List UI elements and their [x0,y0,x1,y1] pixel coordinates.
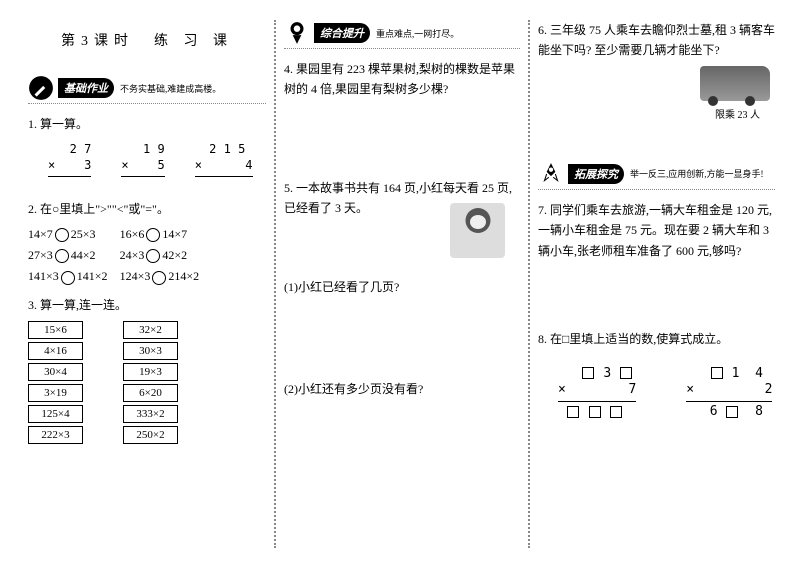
match-box: 333×2 [123,405,178,423]
match-box: 222×3 [28,426,83,444]
lesson-title: 第3课时 练 习 课 [28,30,266,50]
bus-caption: 限乘 23 人 [538,106,760,121]
section-badge: 基础作业 [58,78,114,98]
section-badge: 拓展探究 [568,164,624,184]
rocket-icon [538,161,564,187]
q1-label: 1. 算一算。 [28,114,266,136]
star-icon [284,20,310,46]
mult-item: 2 7 × 3 [48,141,91,185]
q8-label: 8. 在□里填上适当的数,使算式成立。 [538,329,775,351]
bus-icon [700,66,770,101]
q6-text: 6. 三年级 75 人乘车去瞻仰烈士墓,租 3 辆客车能坐下吗? 至少需要几辆才… [538,20,775,61]
vert-mult-2: 1 4 × 2 6 8 [686,366,772,422]
section-basic: 基础作业 不务实基础,难建成高楼。 [28,75,266,104]
section-badge: 综合提升 [314,23,370,43]
q2-rows: 14×725×3 16×614×7 27×344×2 24×342×2 141×… [28,225,266,285]
pencil-icon [28,75,54,101]
q4-text: 4. 果园里有 223 棵苹果树,梨树的棵数是苹果树的 4 倍,果园里有梨树多少… [284,59,520,100]
vert-mult-1: 3 × 7 [558,366,636,422]
q5-text: 5. 一本故事书共有 164 页,小红每天看 25 页,已经看了 3 天。 [284,178,520,219]
q1-problems: 2 7 × 3 1 9 × 5 2 1 5 × 4 [48,141,266,185]
match-box: 4×16 [28,342,83,360]
section-sub: 不务实基础,难建成高楼。 [120,82,221,95]
q3-match: 15×6 4×16 30×4 3×19 125×4 222×3 32×2 30×… [28,321,266,444]
girl-reading-icon [450,203,505,258]
match-box: 6×20 [123,384,178,402]
section-sub: 举一反三,应用创新,方能一显身手! [630,167,764,180]
mult-item: 1 9 × 5 [121,141,164,185]
match-box: 15×6 [28,321,83,339]
section-ext: 拓展探究 举一反三,应用创新,方能一显身手! [538,161,775,190]
match-box: 250×2 [123,426,178,444]
match-box: 30×3 [123,342,178,360]
match-box: 125×4 [28,405,83,423]
q5-sub2: (2)小红还有多少页没有看? [284,380,520,397]
match-box: 3×19 [28,384,83,402]
match-box: 19×3 [123,363,178,381]
match-box: 32×2 [123,321,178,339]
section-comp: 综合提升 重点难点,一网打尽。 [284,20,520,49]
q8-problems: 3 × 7 1 4 × 2 6 8 [538,361,775,427]
q7-text: 7. 同学们乘车去旅游,一辆大车租金是 120 元,一辆小车租金是 75 元。现… [538,200,775,261]
q2-label: 2. 在○里填上">""<"或"="。 [28,199,266,221]
mult-item: 2 1 5 × 4 [195,141,253,185]
q3-label: 3. 算一算,连一连。 [28,295,266,317]
section-sub: 重点难点,一网打尽。 [376,27,459,40]
match-box: 30×4 [28,363,83,381]
q5-sub1: (1)小红已经看了几页? [284,278,520,295]
